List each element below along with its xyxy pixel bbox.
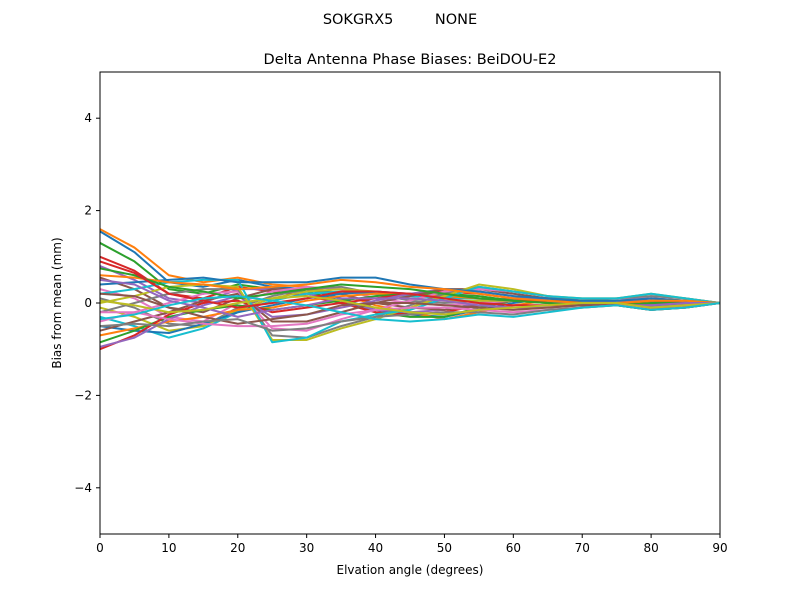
x-tick-label: 30: [299, 541, 314, 555]
x-tick-label: 90: [712, 541, 727, 555]
x-axis-label: Elvation angle (degrees): [337, 563, 484, 577]
series-line-21: [99, 276, 721, 304]
series-line-29: [99, 295, 721, 316]
y-tick-label: 2: [84, 204, 92, 218]
x-tick-label: 70: [575, 541, 590, 555]
x-tick-label: 80: [643, 541, 658, 555]
y-axis-label: Bias from mean (mm): [50, 237, 64, 368]
x-tick-label: 20: [230, 541, 245, 555]
series-line-30: [99, 295, 721, 323]
chart-title: Delta Antenna Phase Biases: BeiDOU-E2: [264, 52, 557, 68]
y-tick-label: −4: [74, 481, 92, 495]
series-line-20: [99, 278, 721, 344]
x-tick-label: 10: [161, 541, 176, 555]
y-tick-label: 0: [84, 296, 92, 310]
figure-suptitle: SOKGRX5 NONE: [323, 12, 477, 28]
x-tick-label: 40: [368, 541, 383, 555]
x-tick-label: 50: [437, 541, 452, 555]
x-axis: 0 10 20 30 40 50 60 70 80 90: [96, 534, 728, 555]
x-tick-label: 60: [506, 541, 521, 555]
x-tick-label: 0: [96, 541, 104, 555]
y-axis: −4 −2 0 2 4: [74, 111, 100, 495]
series-lines: [99, 228, 721, 351]
y-tick-label: −2: [74, 388, 92, 402]
y-tick-label: 4: [84, 111, 92, 125]
